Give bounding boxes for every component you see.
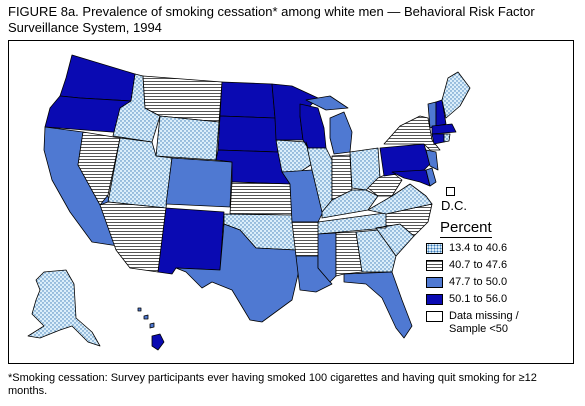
- dc-marker: [446, 187, 455, 196]
- legend-swatch-dotted: [426, 243, 443, 254]
- legend-row-dotted: 13.4 to 40.6: [426, 242, 529, 259]
- state-kansas: [229, 181, 293, 216]
- state-florida: [343, 271, 413, 339]
- state-hawaii-big-island: [151, 333, 165, 351]
- legend-row-missing: Data missing / Sample <50: [426, 310, 529, 338]
- state-hawaii: [137, 307, 142, 312]
- state-massachusetts: [431, 123, 457, 135]
- state-north-dakota: [219, 81, 276, 119]
- state-new-hampshire: [435, 99, 447, 127]
- legend-swatch-dark: [426, 294, 443, 305]
- state-delaware: [425, 167, 437, 187]
- state-pennsylvania: [379, 143, 431, 177]
- state-washington: [59, 54, 136, 102]
- state-texas: [175, 223, 301, 323]
- figure-title: FIGURE 8a. Prevalence of smoking cessati…: [8, 4, 535, 35]
- state-north-carolina: [375, 203, 433, 237]
- legend-label: 47.7 to 50.0: [449, 276, 508, 288]
- footnote: *Smoking cessation: Survey participants …: [8, 372, 537, 397]
- state-wisconsin: [299, 103, 327, 149]
- legend-label: 40.7 to 47.6: [449, 259, 508, 271]
- legend-swatch-missing: [426, 311, 443, 322]
- legend-row-dark: 50.1 to 56.0: [426, 293, 529, 310]
- legend-row-striped: 40.7 to 47.6: [426, 259, 529, 276]
- legend-row-medium: 47.7 to 50.0: [426, 276, 529, 293]
- state-kentucky: [321, 189, 379, 219]
- state-new-york: [383, 115, 441, 151]
- state-hawaii-maui: [149, 322, 155, 329]
- state-nevada: [77, 131, 121, 206]
- legend-title: Percent: [440, 219, 492, 238]
- legend-label: 50.1 to 56.0: [449, 293, 508, 305]
- state-wyoming: [155, 115, 220, 161]
- state-new-jersey: [425, 149, 439, 171]
- state-mississippi: [317, 232, 337, 283]
- state-maine: [441, 71, 471, 119]
- state-hawaii-oahu: [143, 314, 149, 320]
- state-michigan-upper: [305, 95, 349, 111]
- legend-swatch-striped: [426, 260, 443, 271]
- state-alaska: [27, 269, 101, 347]
- state-maryland: [391, 169, 431, 187]
- state-rhode-island: [443, 133, 451, 143]
- legend-swatch-medium: [426, 277, 443, 288]
- state-connecticut: [431, 133, 445, 145]
- state-georgia: [355, 229, 397, 273]
- legend-label: 13.4 to 40.6: [449, 242, 508, 254]
- state-south-dakota: [217, 115, 279, 153]
- legend-label: Data missing / Sample <50: [449, 310, 519, 335]
- dc-label: D.C.: [441, 198, 467, 213]
- map-frame: [8, 40, 574, 364]
- state-michigan: [329, 111, 353, 155]
- legend: 13.4 to 40.6 40.7 to 47.6 47.7 to 50.0 5…: [426, 242, 529, 338]
- state-new-mexico: [157, 207, 225, 275]
- state-colorado: [165, 157, 233, 208]
- state-arkansas: [291, 221, 323, 257]
- state-alabama: [335, 231, 363, 277]
